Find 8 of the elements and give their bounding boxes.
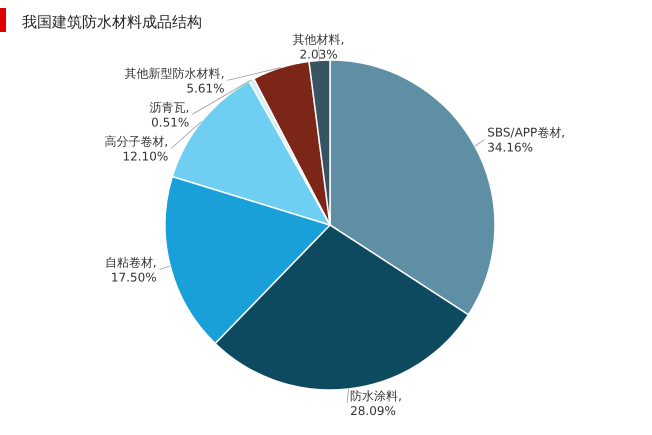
slice-label: 自粘卷材, 17.50% xyxy=(104,256,157,285)
slice-label: SBS/APP卷材, 34.16% xyxy=(487,126,566,155)
slice-label: 沥青瓦, 0.51% xyxy=(149,100,190,130)
slice-label: 高分子卷材, 12.10% xyxy=(104,134,168,164)
slice-label: 其他新型防水材料, 5.61% xyxy=(124,66,225,96)
chart-title: 我国建筑防水材料成品结构 xyxy=(22,13,202,31)
slice-label: 其他材料, 2.03% xyxy=(292,32,345,62)
slice-label: 防水涂料, 28.09% xyxy=(350,388,402,418)
